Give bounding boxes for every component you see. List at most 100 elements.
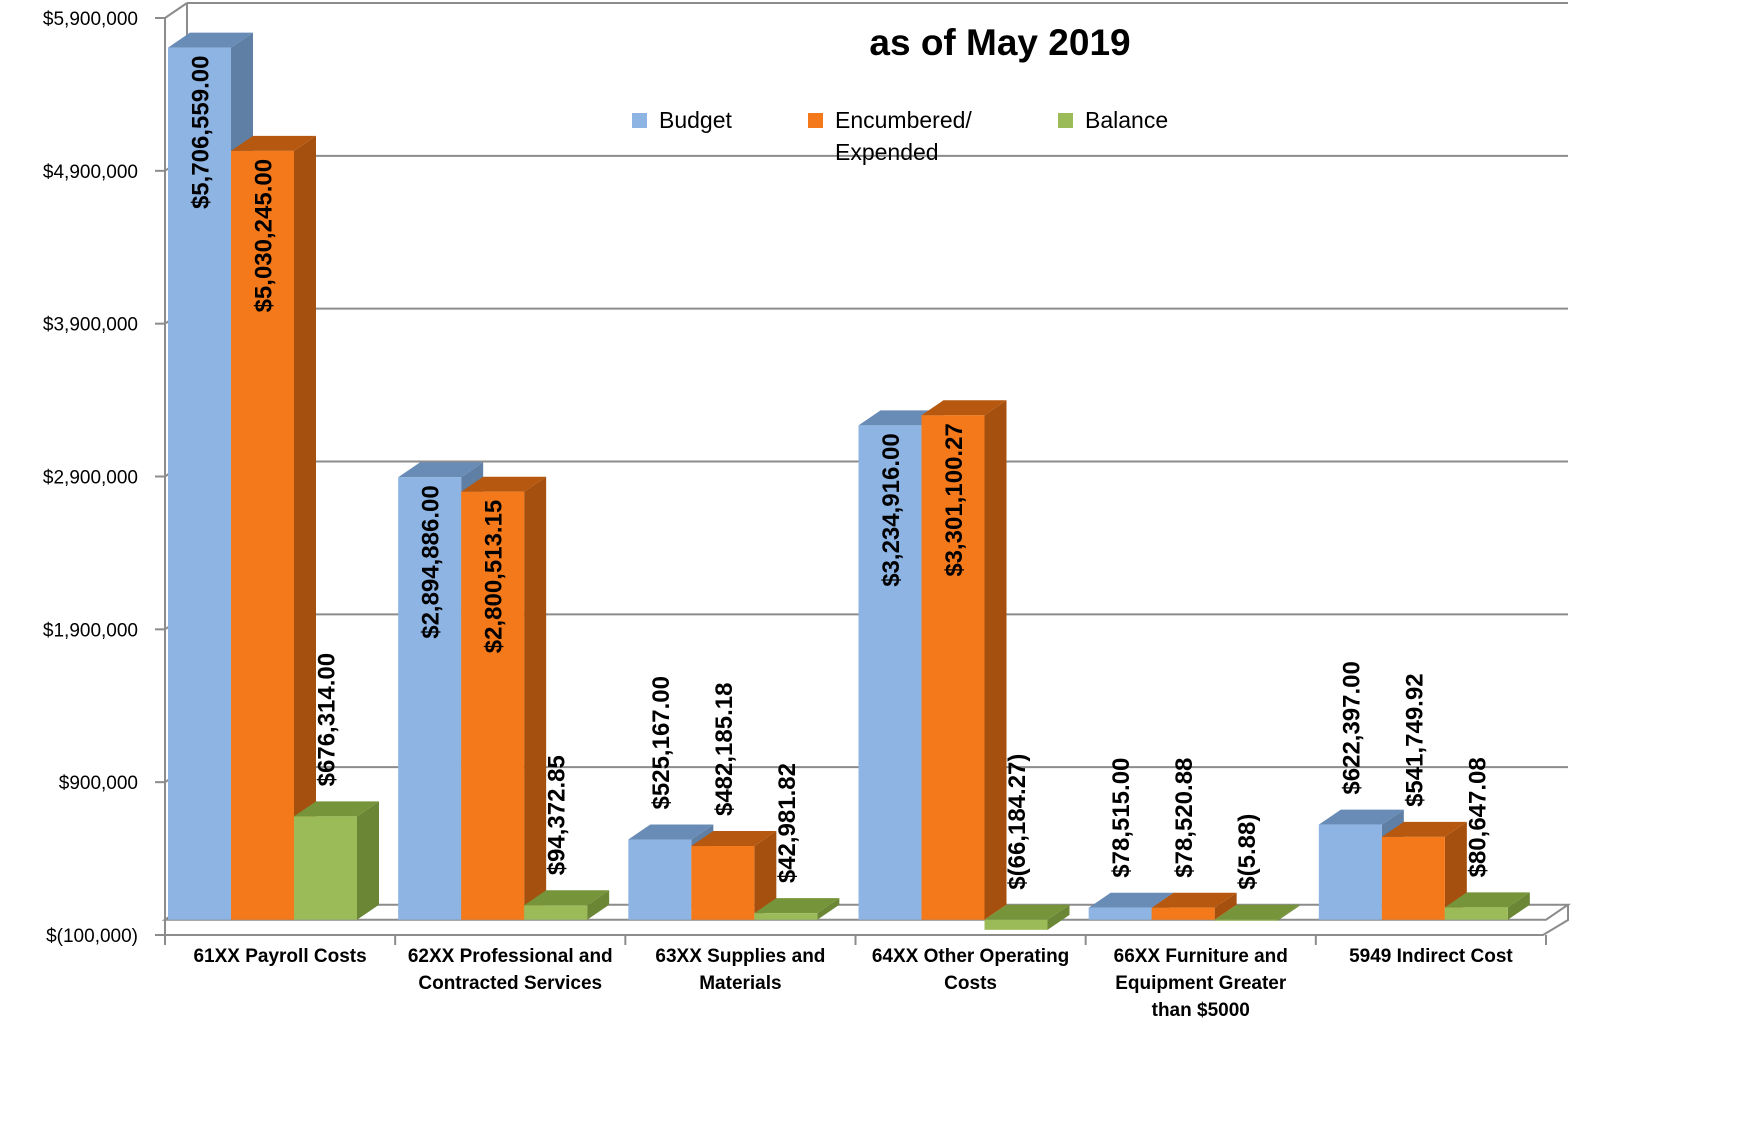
data-label: $80,647.08 — [1464, 757, 1491, 877]
bar-side — [984, 400, 1007, 920]
data-label: $5,706,559.00 — [188, 56, 215, 209]
category-label-line: Materials — [699, 973, 781, 994]
bar-top — [628, 824, 714, 840]
legend-label: Budget — [659, 107, 733, 133]
legend-label: Balance — [1085, 107, 1168, 133]
bar-front — [1088, 907, 1152, 920]
bar — [1151, 892, 1237, 920]
legend-label: Encumbered/Expended — [835, 107, 972, 165]
category-label: 61XX Payroll Costs — [193, 946, 366, 967]
data-label: $78,520.88 — [1171, 758, 1198, 878]
y-tick-label: $1,900,000 — [43, 620, 138, 641]
bar-front — [691, 846, 755, 920]
bar-top — [984, 904, 1070, 920]
legend-swatch — [1058, 113, 1073, 128]
gridline-diagonal — [164, 2, 188, 19]
bar-front — [1381, 836, 1445, 920]
category-label: 62XX Professional and Contracted Services — [408, 946, 613, 994]
category-label-line: 62XX Professional and — [408, 946, 613, 967]
data-label: $541,749.92 — [1401, 673, 1428, 806]
data-label: $482,185.18 — [711, 683, 738, 816]
category-label: 5949 Indirect Cost — [1349, 946, 1513, 967]
legend: Budget Encumbered/Expended Balance — [632, 107, 1168, 165]
bar-front — [231, 150, 294, 920]
bar-top — [168, 32, 253, 48]
legend-label-line: Budget — [659, 107, 733, 133]
data-label: $3,301,100.27 — [941, 423, 968, 576]
bar-top — [231, 135, 316, 151]
bar-top — [921, 400, 1007, 416]
legend-swatch — [808, 113, 823, 128]
bar — [754, 898, 840, 920]
legend-label-line: Encumbered/ — [835, 107, 972, 133]
bar-front — [921, 415, 985, 920]
bar — [1381, 821, 1467, 920]
bar-front — [168, 47, 231, 920]
category-label-line: Contracted Services — [418, 973, 602, 994]
data-label: $525,167.00 — [648, 676, 675, 809]
bar-side — [754, 831, 777, 920]
category-label-line: 66XX Furniture and — [1114, 946, 1288, 967]
bar-side — [294, 135, 316, 920]
bar-front — [1318, 824, 1382, 920]
bar — [691, 831, 777, 920]
bar-side — [1277, 904, 1300, 921]
y-tick-label: $3,900,000 — [43, 315, 138, 336]
bar-top — [754, 898, 840, 914]
bar-side — [1444, 821, 1467, 920]
category-label-line: Costs — [944, 973, 997, 994]
bar-front — [628, 839, 692, 920]
y-tick-label: $(100,000) — [46, 926, 138, 947]
bar-top — [524, 890, 610, 906]
category-label-line: 63XX Supplies and — [655, 946, 825, 967]
data-label: $676,314.00 — [314, 653, 341, 786]
bar-front — [1151, 907, 1215, 920]
bar-front — [398, 477, 462, 920]
category-axis: 61XX Payroll Costs 62XX Professional and C… — [164, 935, 1547, 1021]
bar — [921, 400, 1007, 920]
bar-top — [1318, 809, 1404, 825]
legend-label-line: Expended — [835, 139, 939, 165]
data-label: $2,894,886.00 — [418, 485, 445, 638]
chart-title-line: as of May 2019 — [869, 22, 1130, 63]
bar-side — [524, 476, 547, 920]
bar-side — [1214, 892, 1237, 920]
bar — [294, 801, 379, 920]
data-label: $78,515.00 — [1108, 758, 1135, 878]
bar-top — [461, 476, 547, 492]
category-label-line: 64XX Other Operating — [872, 946, 1069, 967]
bar-front — [294, 816, 357, 920]
category-label: 66XX Furniture and Equipment Greater than … — [1114, 946, 1288, 1021]
bars — [168, 32, 1530, 930]
bar-top — [1444, 892, 1530, 908]
data-label: $2,800,513.15 — [481, 500, 508, 653]
category-label: 64XX Other Operating Costs — [872, 946, 1069, 994]
data-labels: $5,706,559.00 $2,894,886.00 $525,167.00 $3,… — [188, 56, 1492, 890]
category-label-line: 61XX Payroll Costs — [193, 946, 366, 967]
data-label: $622,397.00 — [1338, 661, 1365, 794]
bar — [524, 890, 610, 920]
bar-front — [1444, 907, 1508, 920]
bar-top — [1151, 892, 1237, 908]
legend-item: Budget — [632, 107, 733, 133]
bar — [984, 904, 1070, 930]
data-label: $42,981.82 — [774, 763, 801, 883]
y-tick-label: $5,900,000 — [43, 9, 138, 30]
data-label: $(5.88) — [1234, 814, 1261, 890]
bar — [231, 135, 316, 920]
y-tick-label: $900,000 — [59, 773, 138, 794]
category-label-line: Equipment Greater — [1115, 973, 1287, 994]
bar-front — [858, 425, 922, 920]
bar-top — [1381, 821, 1467, 837]
bar — [1444, 892, 1530, 920]
bar — [1214, 904, 1300, 921]
legend-swatch — [632, 113, 647, 128]
bar-front — [461, 491, 525, 920]
bar-top — [1214, 904, 1300, 920]
bar-top — [294, 801, 379, 817]
y-tick-label: $2,900,000 — [43, 468, 138, 489]
bar — [461, 476, 547, 920]
y-tick-label: $4,900,000 — [43, 162, 138, 183]
bar-side — [587, 890, 610, 920]
bar-front — [754, 913, 818, 920]
